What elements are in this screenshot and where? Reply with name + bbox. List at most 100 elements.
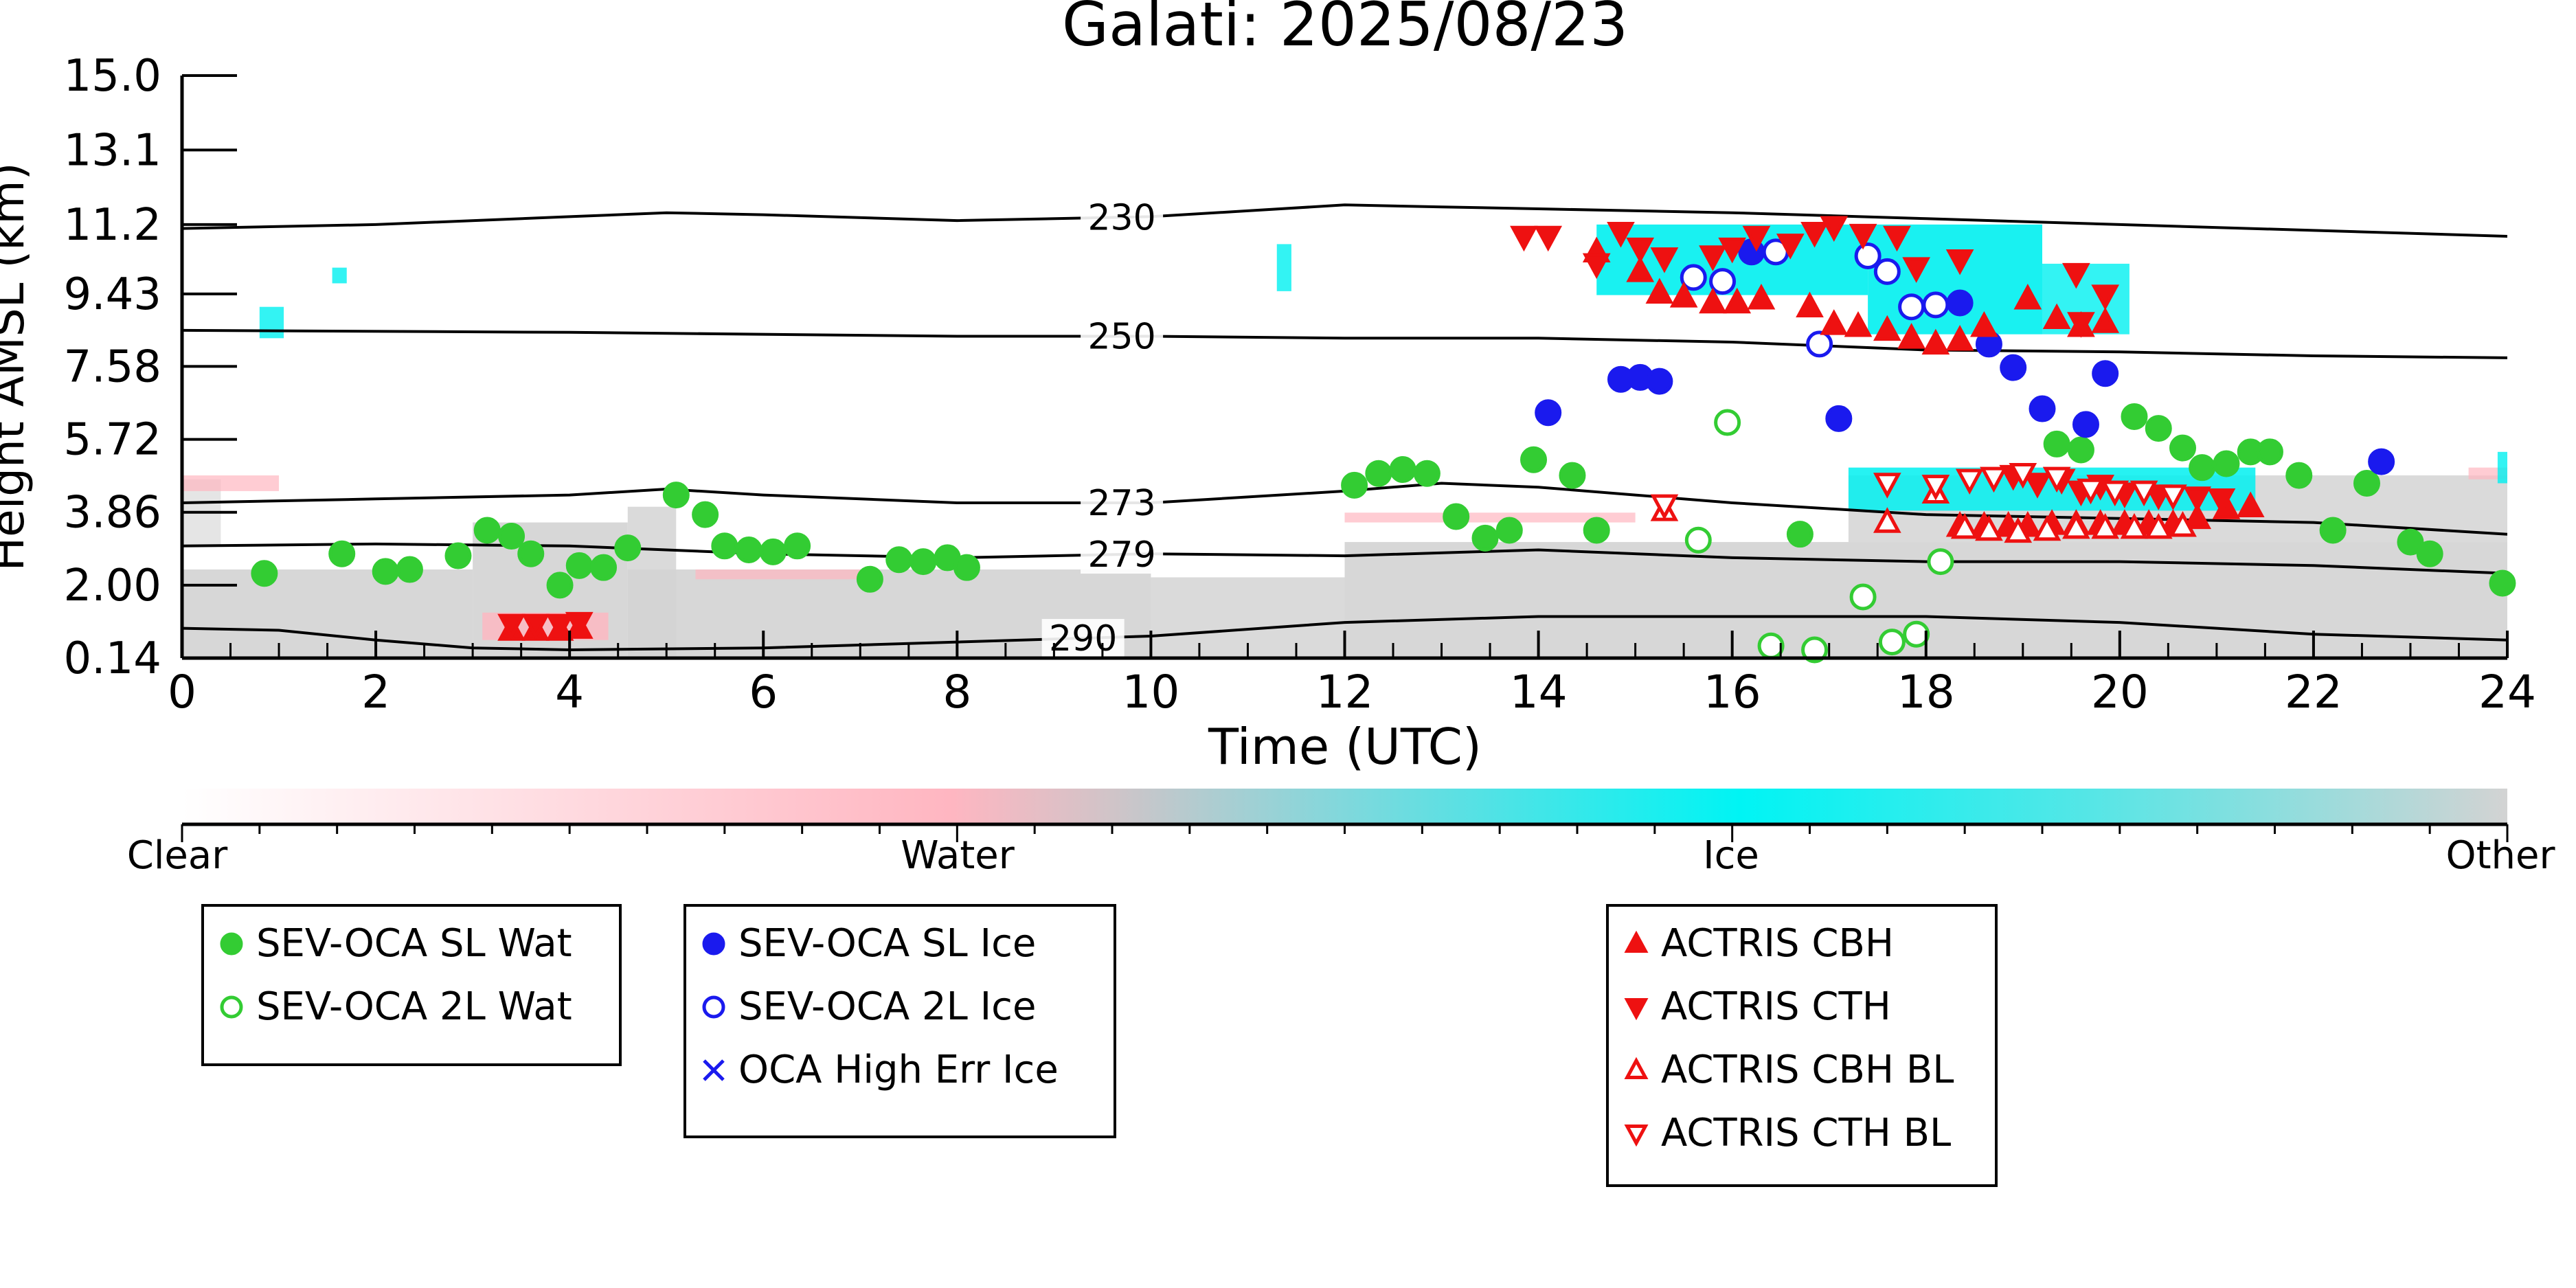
- data-point: [614, 534, 642, 562]
- x-tick-label: 0: [168, 666, 196, 719]
- data-point: [784, 532, 811, 560]
- data-point: [1854, 242, 1882, 270]
- data-point: [1650, 247, 1679, 273]
- data-point: [1714, 409, 1741, 436]
- data-point: [2213, 450, 2240, 477]
- data-point: [498, 523, 526, 550]
- data-point: [2023, 473, 2052, 499]
- data-point: [1559, 462, 1586, 489]
- data-point: [909, 548, 937, 576]
- data-point: [2004, 517, 2033, 543]
- data-point: [1922, 291, 1950, 319]
- data-series: [251, 216, 2516, 664]
- y-tick-label: 3.86: [64, 488, 162, 539]
- data-point: [2416, 540, 2443, 567]
- series: [497, 216, 2236, 640]
- data-point: [1742, 225, 1771, 252]
- legend-label: OCA High Err Ice: [738, 1048, 1059, 1092]
- data-point: [328, 540, 356, 567]
- data-point: [2144, 512, 2173, 539]
- data-point: [2091, 307, 2120, 333]
- legend-box: [201, 904, 622, 1066]
- data-point: [2091, 284, 2120, 310]
- legend-label: ACTRIS CBH BL: [1661, 1048, 1954, 1092]
- legend-marker: [1624, 1057, 1649, 1079]
- legend-marker: [703, 1059, 725, 1081]
- data-point: [1921, 475, 1950, 501]
- isotherm-label-bg: [1041, 619, 1125, 658]
- data-point: [2285, 462, 2313, 489]
- data-point: [1844, 310, 1873, 337]
- isotherm-label-bg: [1081, 535, 1164, 574]
- data-point: [856, 565, 883, 593]
- y-tick-label: 5.72: [64, 415, 162, 466]
- colorbar: [182, 789, 2507, 824]
- data-point: [2062, 262, 2090, 289]
- data-point: [372, 558, 399, 585]
- data-point: [2101, 480, 2129, 507]
- isotherm-line: [182, 482, 2507, 536]
- data-point: [1873, 473, 1901, 499]
- data-point: [2183, 486, 2212, 512]
- data-point: [1520, 446, 1548, 473]
- data-point: [1699, 245, 1727, 271]
- data-point: [565, 611, 594, 638]
- data-point: [1534, 225, 1563, 252]
- data-point: [1980, 466, 2008, 493]
- data-point: [1684, 526, 1712, 554]
- legend-marker: [220, 932, 243, 956]
- ice-cloud-band: [259, 306, 284, 339]
- data-point: [2207, 488, 2236, 515]
- data-point: [517, 540, 545, 567]
- x-tick-label: 8: [942, 666, 971, 719]
- data-point: [1946, 289, 1974, 317]
- data-point: [2319, 517, 2347, 544]
- x-tick-label: 24: [2478, 666, 2536, 719]
- data-point: [1955, 468, 1984, 495]
- data-point: [1883, 225, 1911, 252]
- data-point: [251, 560, 278, 587]
- data-point: [1747, 284, 1776, 310]
- data-point: [2009, 462, 2037, 489]
- data-point: [1626, 237, 1655, 264]
- isotherm-line: [182, 203, 2507, 238]
- y-axis-label: Height AMSL (km): [0, 163, 34, 572]
- data-point: [1607, 222, 1635, 248]
- data-point: [1443, 503, 1470, 530]
- data-point: [2256, 438, 2283, 466]
- y-tick-label: 9.43: [64, 269, 162, 320]
- data-point: [1413, 460, 1440, 487]
- legend-label: SEV-OCA 2L Wat: [256, 984, 572, 1029]
- y-tick-label: 7.58: [64, 341, 162, 392]
- data-point: [759, 538, 787, 565]
- ice-cloud-band: [2497, 451, 2507, 484]
- data-point: [1878, 629, 1906, 656]
- data-point: [1699, 287, 1727, 314]
- data-point: [1669, 282, 1698, 308]
- data-point: [2029, 395, 2056, 422]
- data-point: [1626, 256, 1655, 282]
- data-point: [1970, 310, 1998, 337]
- data-point: [2067, 312, 2095, 338]
- water-cloud-band: [182, 475, 280, 491]
- y-tick-label: 15.0: [64, 51, 162, 102]
- x-tick-label: 22: [2285, 666, 2342, 719]
- data-point: [2013, 284, 2042, 310]
- data-point: [1535, 399, 1562, 427]
- legend-label: ACTRIS CBH: [1661, 921, 1894, 966]
- data-point: [2145, 415, 2172, 442]
- legend-label: SEV-OCA SL Ice: [738, 921, 1036, 966]
- data-point: [1903, 620, 1930, 648]
- data-point: [473, 517, 501, 544]
- x-tick-label: 12: [1316, 666, 1374, 719]
- data-point: [396, 556, 423, 583]
- data-point: [2072, 411, 2099, 438]
- x-tick-label: 18: [1897, 666, 1955, 719]
- ice-cloud-band: [1276, 244, 1291, 291]
- isotherm-label: 250: [1087, 316, 1155, 357]
- legend-marker: [1624, 1125, 1649, 1147]
- data-point: [1825, 405, 1853, 432]
- legend-label: SEV-OCA SL Wat: [256, 921, 572, 966]
- data-point: [1365, 460, 1392, 487]
